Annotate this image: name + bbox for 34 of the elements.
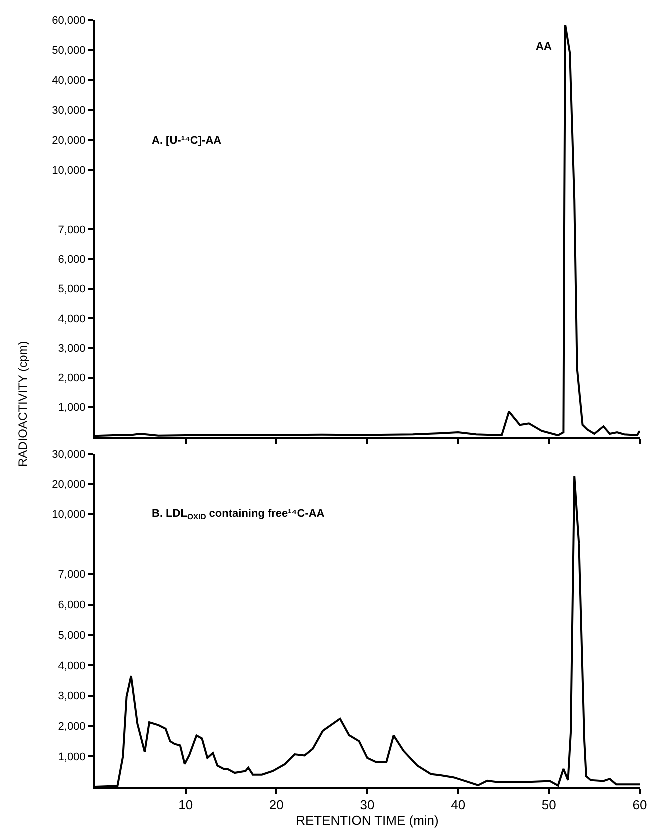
y-tick-label: 20,000 [52, 134, 86, 147]
y-tick-label: 7,000 [58, 569, 86, 582]
y-tick-label: 50,000 [52, 44, 86, 57]
y-tick-label: 40,000 [52, 74, 86, 87]
y-tick-label: 30,000 [52, 448, 86, 461]
x-tick-label: 50 [542, 798, 556, 813]
y-tick-label: 1,000 [58, 751, 86, 764]
annotation: B. LDL$_{OXID}$ containing free¹⁴C-AA [152, 508, 325, 522]
y-tick-label: 3,000 [58, 690, 86, 703]
annotation: AA [536, 41, 552, 53]
y-tick-label: 2,000 [58, 372, 86, 385]
x-tick-label: 30 [360, 798, 375, 813]
x-tick-label: 20 [269, 798, 284, 813]
y-tick-label: 4,000 [58, 660, 86, 672]
y-tick-label: 4,000 [58, 313, 86, 326]
y-tick-label: 3,000 [58, 342, 86, 355]
annotation: A. [U-¹⁴C]-AA [152, 135, 222, 147]
x-tick-label: 40 [451, 798, 466, 813]
y-tick-label: 6,000 [58, 254, 86, 266]
y-tick-label: 5,000 [58, 284, 86, 296]
y-tick-label: 10,000 [52, 508, 86, 521]
x-axis-title: RETENTION TIME (min) [296, 813, 439, 828]
y-axis-title: RADIOACTIVITY (cpm) [16, 341, 30, 467]
y-tick-label: 60,000 [52, 14, 86, 27]
y-tick-label: 5,000 [58, 630, 86, 642]
y-tick-label: 6,000 [58, 600, 86, 612]
x-tick-label: 60 [632, 798, 648, 813]
y-tick-label: 20,000 [52, 478, 86, 491]
y-tick-label: 1,000 [58, 402, 86, 414]
y-tick-label: 10,000 [52, 164, 86, 177]
x-tick-label: 10 [178, 798, 194, 813]
y-tick-label: 30,000 [52, 104, 86, 117]
y-tick-label: 7,000 [58, 224, 86, 236]
y-tick-label: 2,000 [58, 721, 86, 734]
